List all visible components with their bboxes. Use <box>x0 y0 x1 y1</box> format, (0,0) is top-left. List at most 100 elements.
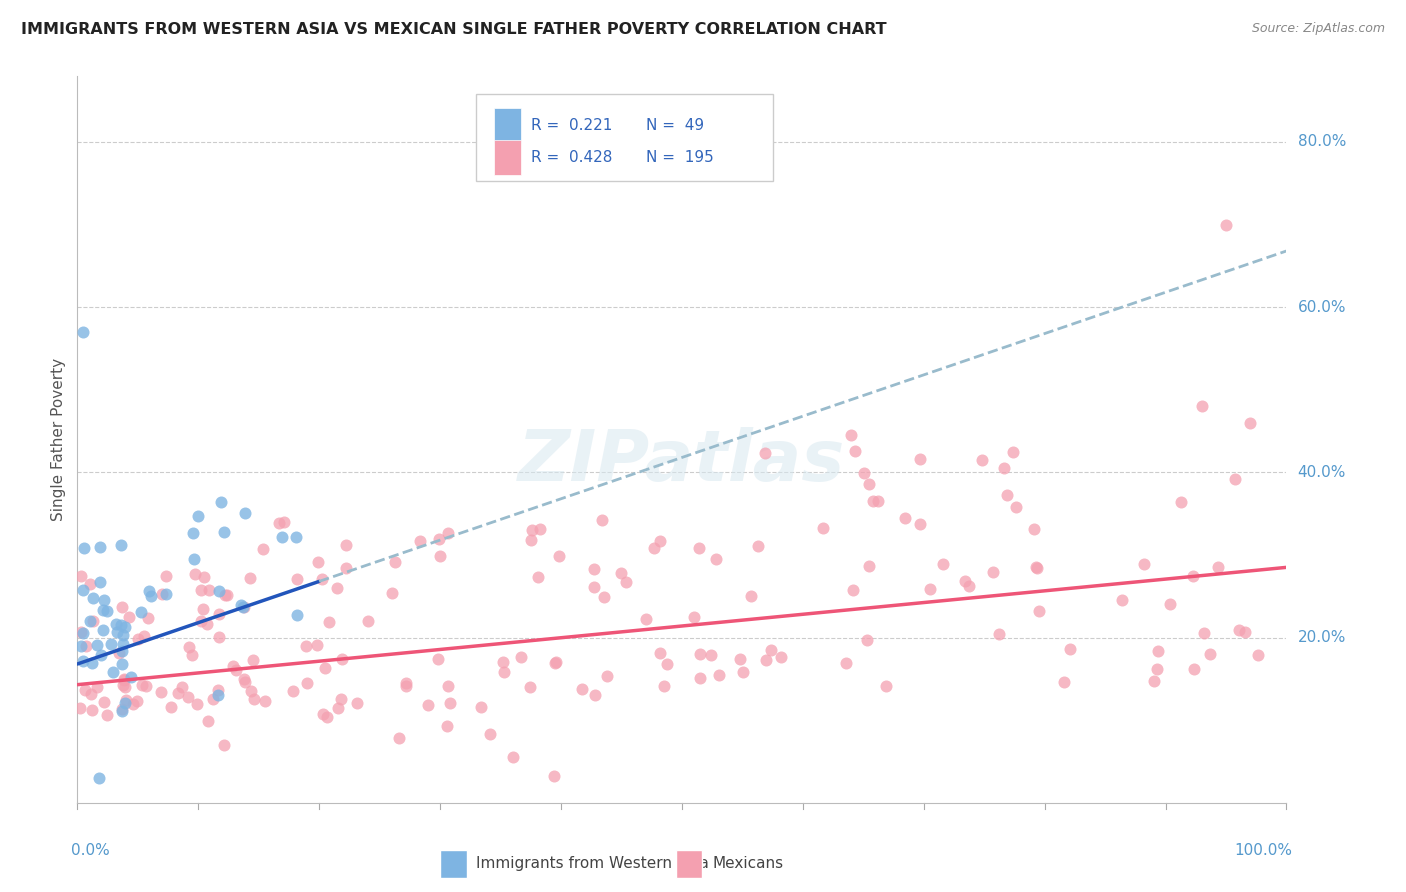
Point <box>502 750 524 764</box>
Point <box>72 626 94 640</box>
Point <box>492 665 515 679</box>
Point <box>208 584 231 599</box>
Point <box>1025 560 1047 574</box>
Point <box>862 493 884 508</box>
Point <box>740 589 762 603</box>
Point <box>82 591 104 606</box>
Point <box>91 624 114 638</box>
Point <box>80 703 103 717</box>
Point <box>995 488 1018 502</box>
Point <box>409 533 432 548</box>
Point <box>132 629 155 643</box>
Point <box>527 569 550 583</box>
Point <box>70 569 93 583</box>
Point <box>233 600 256 615</box>
Point <box>596 668 619 682</box>
Point <box>273 515 295 529</box>
Point <box>112 672 135 686</box>
Point <box>582 580 605 594</box>
Point <box>136 611 159 625</box>
Point <box>856 633 879 648</box>
Point <box>105 624 128 639</box>
Point <box>295 675 318 690</box>
Point <box>207 607 229 622</box>
Point <box>1247 648 1270 663</box>
Point <box>707 668 730 682</box>
Point <box>181 525 204 540</box>
Bar <box>495 108 522 143</box>
Point <box>1181 569 1204 583</box>
Point <box>270 529 292 543</box>
Point <box>700 648 723 662</box>
Point <box>811 521 834 535</box>
Point <box>835 657 858 671</box>
Point <box>543 656 565 670</box>
Point <box>326 701 349 715</box>
Point <box>155 587 177 601</box>
Text: 40.0%: 40.0% <box>1298 465 1346 480</box>
Point <box>198 583 221 598</box>
Point <box>75 683 97 698</box>
Point <box>981 565 1004 579</box>
Point <box>195 616 218 631</box>
Point <box>842 582 865 597</box>
Point <box>191 601 214 615</box>
Point <box>426 652 449 666</box>
Text: 0.0%: 0.0% <box>72 843 110 858</box>
Point <box>186 697 208 711</box>
Point <box>209 495 232 509</box>
Point <box>1146 662 1168 676</box>
Point <box>844 444 866 458</box>
Point <box>131 678 153 692</box>
Text: 20.0%: 20.0% <box>1298 630 1346 645</box>
Point <box>1239 416 1261 430</box>
Point <box>239 684 262 698</box>
Point <box>655 657 678 671</box>
Point <box>583 562 606 576</box>
Point <box>177 690 200 705</box>
Point <box>544 655 567 669</box>
Point <box>609 566 631 581</box>
Point <box>183 566 205 581</box>
Point <box>118 609 141 624</box>
Point <box>704 551 727 566</box>
Point <box>571 681 593 696</box>
Point <box>149 685 172 699</box>
Point <box>212 524 235 539</box>
Point <box>285 573 308 587</box>
Point <box>329 692 352 706</box>
Text: IMMIGRANTS FROM WESTERN ASIA VS MEXICAN SINGLE FATHER POVERTY CORRELATION CHART: IMMIGRANTS FROM WESTERN ASIA VS MEXICAN … <box>21 22 887 37</box>
Point <box>114 619 136 633</box>
Point <box>112 637 135 651</box>
Point <box>208 631 231 645</box>
Point <box>761 643 783 657</box>
Point <box>122 698 145 712</box>
Point <box>112 678 135 692</box>
Point <box>688 541 710 555</box>
Y-axis label: Single Father Poverty: Single Father Poverty <box>51 358 66 521</box>
Point <box>932 557 955 571</box>
Point <box>908 516 931 531</box>
Point <box>395 679 418 693</box>
Text: R =  0.428: R = 0.428 <box>531 150 612 165</box>
Point <box>858 558 880 573</box>
Point <box>101 665 124 679</box>
Point <box>190 583 212 598</box>
Point <box>242 653 264 667</box>
Point <box>335 537 357 551</box>
Point <box>225 663 247 677</box>
Point <box>769 649 792 664</box>
Point <box>636 612 658 626</box>
Point <box>112 673 135 687</box>
Text: R =  0.221: R = 0.221 <box>531 118 612 133</box>
Point <box>492 655 515 669</box>
Point <box>543 769 565 783</box>
Point <box>193 570 215 584</box>
Point <box>96 604 118 618</box>
Point <box>231 598 253 612</box>
Point <box>305 638 328 652</box>
Point <box>858 477 880 491</box>
Point <box>520 533 543 548</box>
Point <box>1182 662 1205 676</box>
Point <box>1206 560 1229 574</box>
